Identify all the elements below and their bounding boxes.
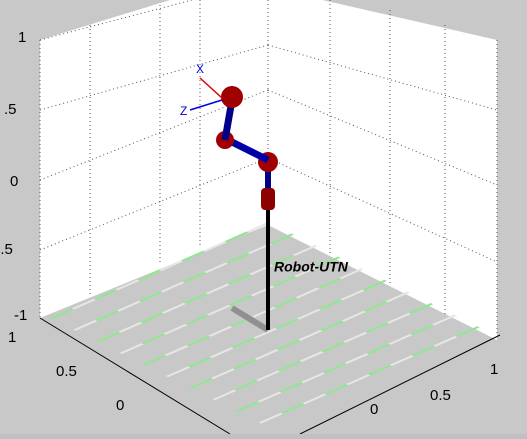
frame-label: Z (180, 104, 187, 118)
tick-label: 1 (18, 29, 26, 46)
tick-label: 0.5 (56, 363, 77, 380)
tick-label: -1 (14, 307, 27, 324)
tick-label: 0 (370, 401, 378, 418)
frame-label: X (196, 62, 204, 76)
tick-label: 1 (8, 329, 16, 346)
page: X Z Robot-UTN 1 .5 0 0.5 -1 1 0.5 0 0 0.… (0, 0, 527, 434)
robot-joint (221, 86, 243, 108)
tick-label: 0.5 (0, 241, 13, 258)
robot-name: Robot-UTN (274, 259, 349, 275)
tick-label: .5 (4, 101, 17, 118)
tick-label: 0 (10, 173, 18, 190)
robot-joint (261, 188, 275, 210)
tick-label: 0 (116, 397, 124, 414)
tick-label: 0.5 (430, 387, 451, 404)
plot: X Z Robot-UTN 1 .5 0 0.5 -1 1 0.5 0 0 0.… (0, 0, 527, 434)
tick-label: 1 (490, 361, 498, 378)
